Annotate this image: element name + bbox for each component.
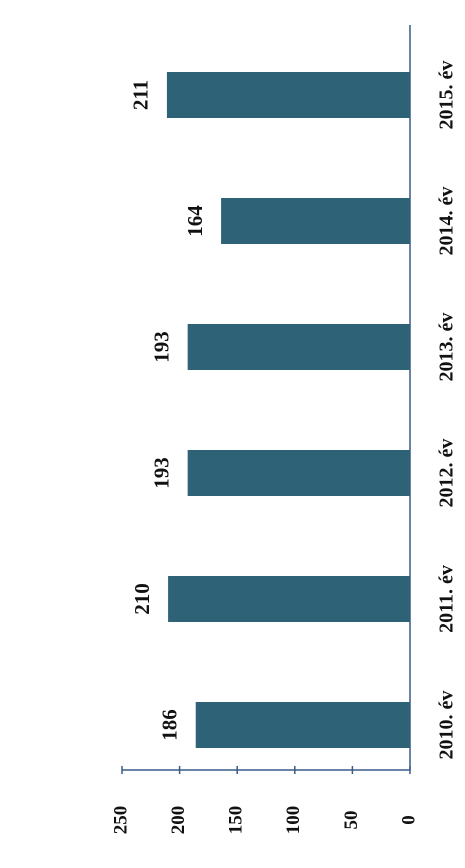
y-tick-label: 250 (110, 806, 131, 835)
y-tick-label: 0 (398, 815, 419, 825)
bar (187, 450, 410, 496)
value-label: 211 (129, 80, 153, 110)
x-tick-label: 2013. év (436, 313, 458, 382)
y-tick-label: 100 (283, 806, 304, 835)
x-tick-label: 2010. év (436, 691, 458, 760)
x-tick-label: 2011. év (436, 565, 458, 633)
value-label: 186 (158, 709, 182, 741)
x-tick-label: 2012. év (436, 439, 458, 508)
value-label: 193 (149, 457, 173, 489)
y-tick-label: 200 (168, 806, 189, 835)
bar (168, 576, 410, 622)
value-label: 164 (183, 205, 207, 237)
y-tick-label: 50 (341, 811, 362, 830)
x-tick-label: 2014. év (436, 187, 458, 256)
value-label: 193 (149, 331, 173, 363)
bar (166, 72, 410, 118)
y-tick-label: 150 (226, 806, 247, 835)
x-tick-label: 2015. év (436, 61, 458, 130)
bar (195, 702, 410, 748)
bar (221, 198, 410, 244)
bar (187, 324, 410, 370)
value-label: 210 (130, 583, 154, 615)
